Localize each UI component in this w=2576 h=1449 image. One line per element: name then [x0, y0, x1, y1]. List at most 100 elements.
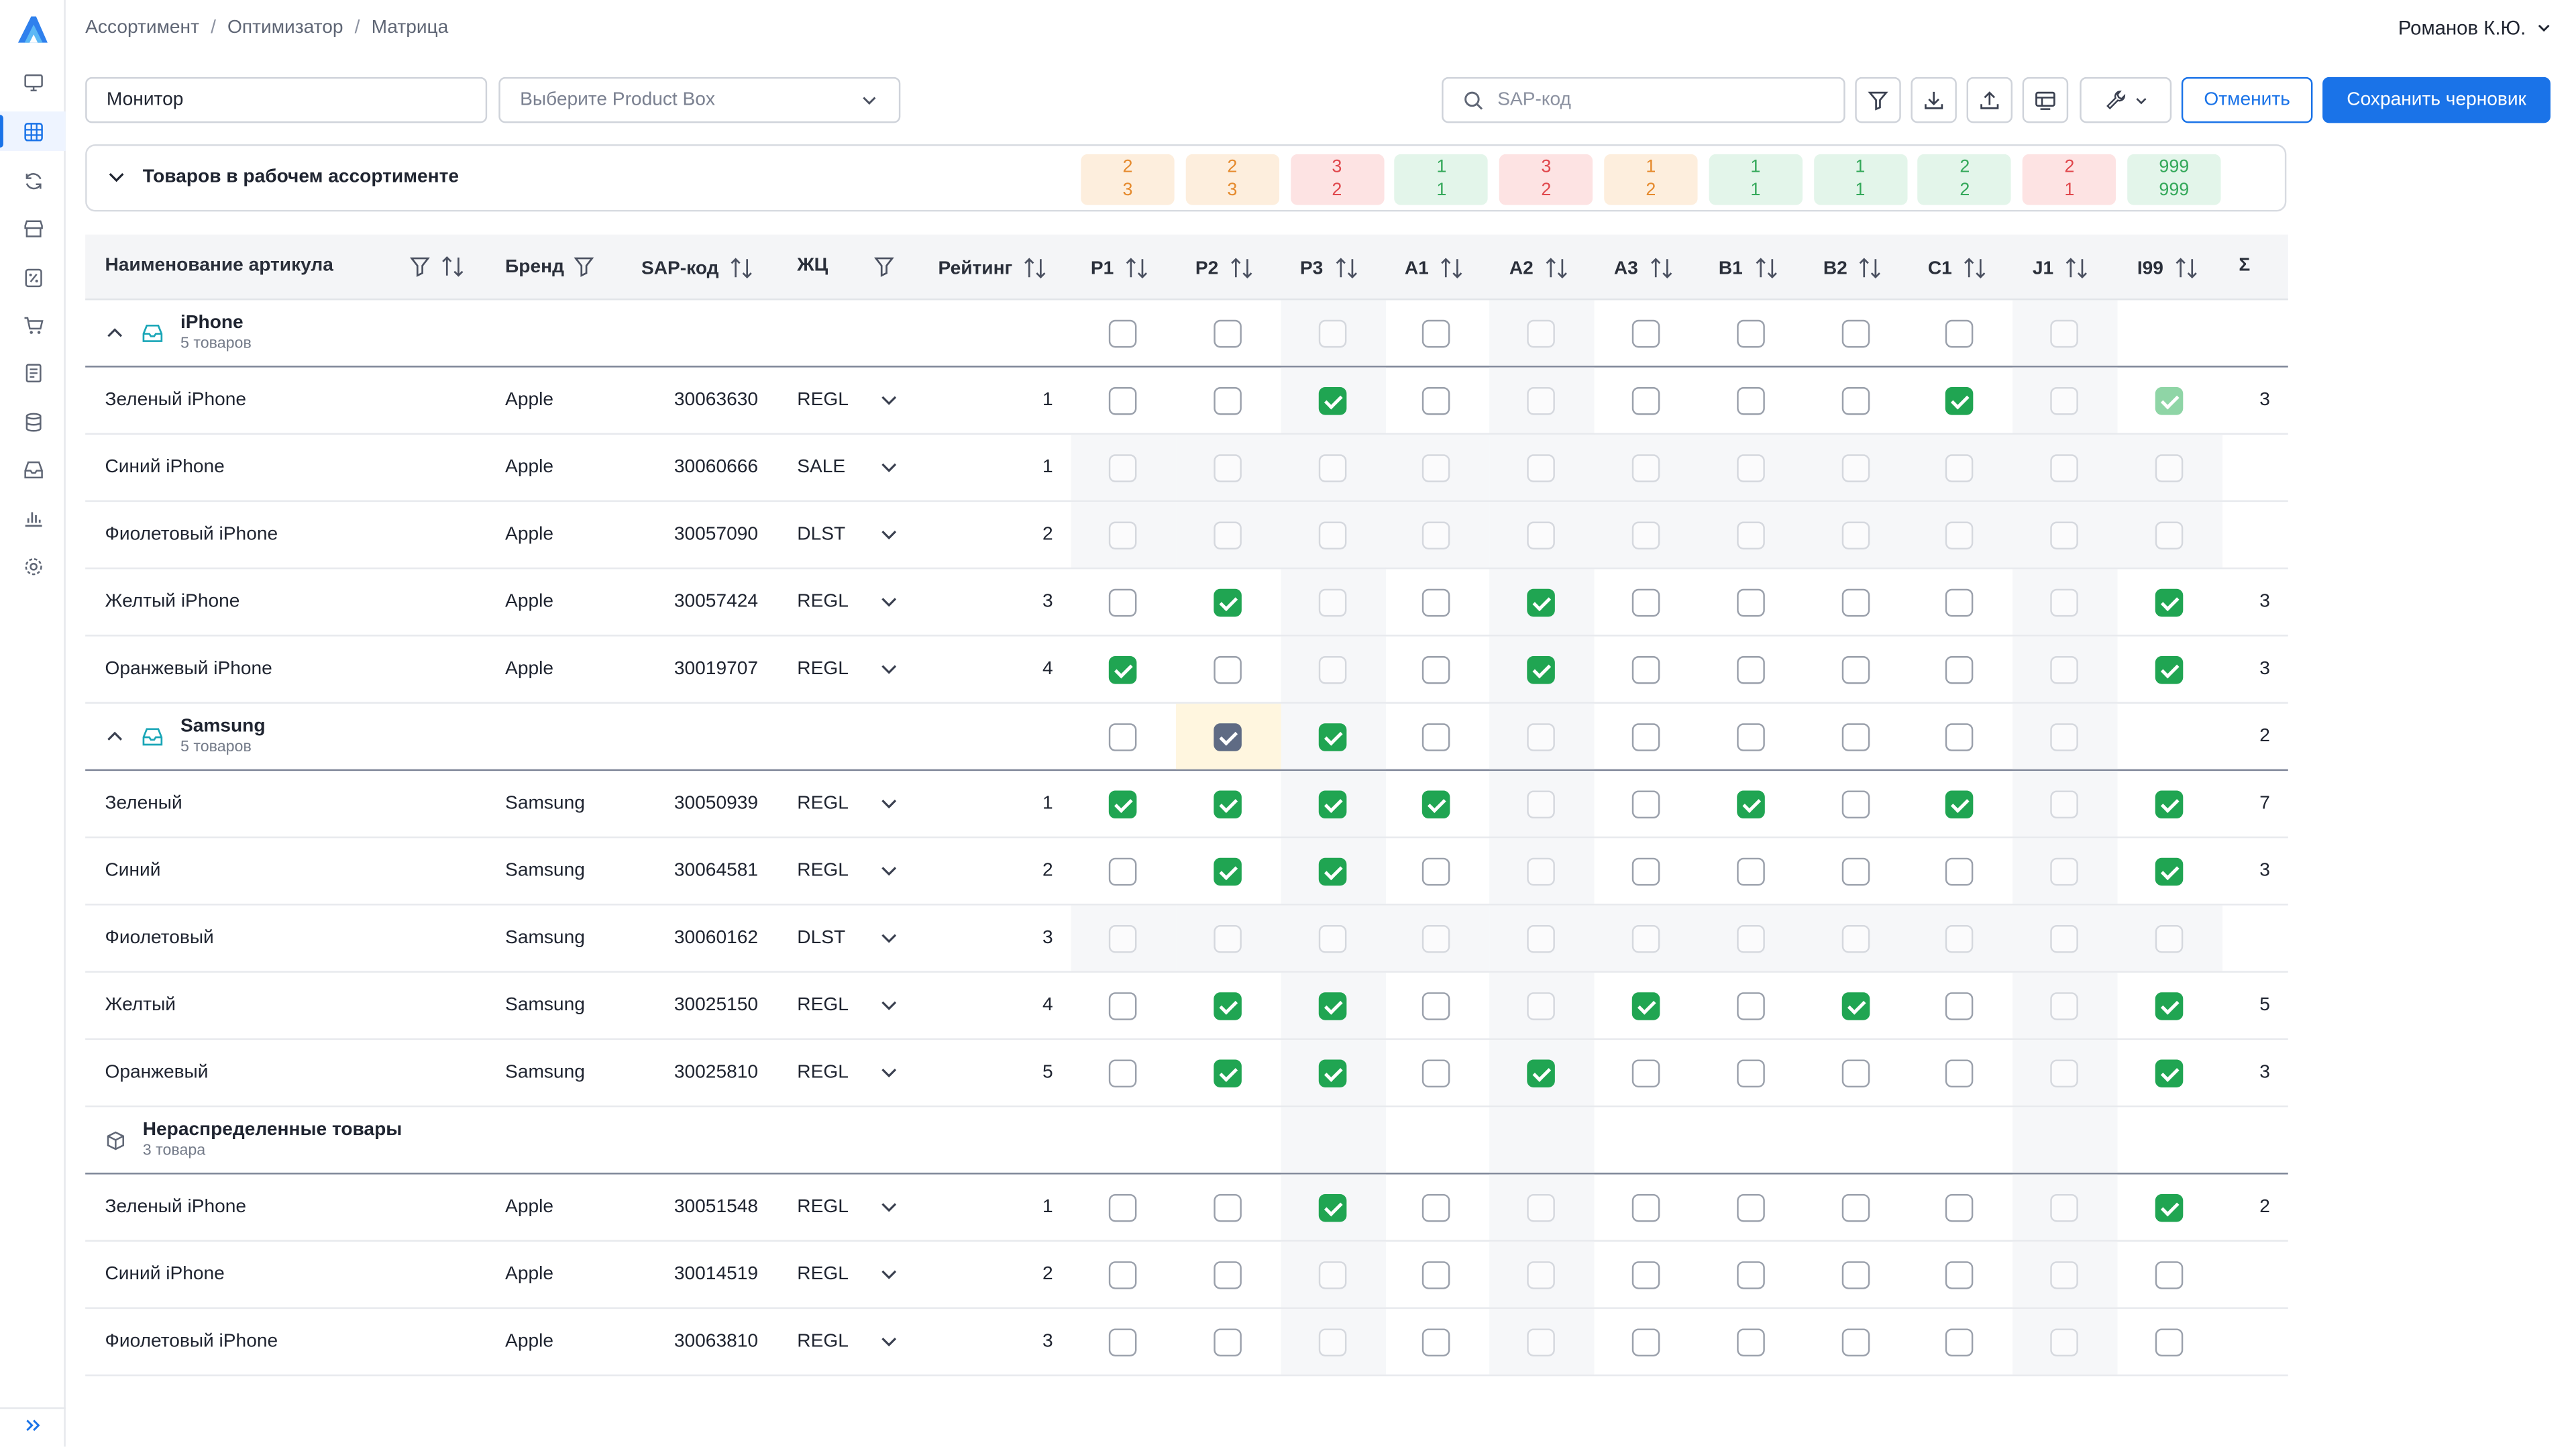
lifecycle-dropdown[interactable]	[879, 838, 899, 904]
checkbox-a1[interactable]	[1422, 1059, 1451, 1088]
breadcrumb-item-assortment[interactable]: Ассортимент	[85, 17, 199, 38]
checkbox-p1[interactable]	[1108, 1059, 1137, 1088]
checkbox-a3[interactable]	[1631, 1059, 1660, 1088]
checkbox-a3[interactable]	[1631, 790, 1660, 819]
lifecycle-dropdown[interactable]	[879, 1242, 899, 1307]
checkbox-a3[interactable]	[1631, 387, 1660, 415]
checkbox-a1[interactable]	[1422, 656, 1451, 684]
checkbox-i99[interactable]	[2155, 588, 2184, 617]
checkbox-a3[interactable]	[1631, 656, 1660, 684]
checkbox-a3[interactable]	[1631, 857, 1660, 886]
checkbox-p2[interactable]	[1213, 1261, 1242, 1289]
checkbox-i99[interactable]	[2155, 1193, 2184, 1222]
checkbox-b2[interactable]	[1841, 656, 1870, 684]
checkbox-p2[interactable]	[1213, 1328, 1242, 1357]
checkbox-b2[interactable]	[1841, 387, 1870, 415]
lifecycle-dropdown[interactable]	[879, 637, 899, 702]
checkbox-p1[interactable]	[1108, 387, 1137, 415]
checkbox-i99[interactable]	[2155, 1059, 2184, 1088]
chevron-down-icon[interactable]	[879, 996, 899, 1015]
sort-icon[interactable]	[439, 254, 466, 279]
checkbox-c1[interactable]	[1945, 656, 1974, 684]
sort-icon[interactable]	[1124, 256, 1150, 280]
checkbox-a2[interactable]	[1527, 1059, 1556, 1088]
checkbox-b1[interactable]	[1736, 790, 1765, 819]
checkbox-p3[interactable]	[1318, 1193, 1346, 1222]
checkbox-p3[interactable]	[1318, 1059, 1346, 1088]
checkbox-a1[interactable]	[1422, 992, 1451, 1020]
checkbox-a1[interactable]	[1422, 1261, 1451, 1289]
sort-icon[interactable]	[2063, 256, 2090, 280]
checkbox-c1[interactable]	[1945, 857, 1974, 886]
sort-icon[interactable]	[1438, 256, 1464, 280]
sort-icon[interactable]	[1648, 256, 1674, 280]
sidebar-item-documents[interactable]	[0, 353, 66, 392]
checkbox-p3[interactable]	[1318, 790, 1346, 819]
checkbox-p2[interactable]	[1213, 1193, 1242, 1222]
checkbox-p1[interactable]	[1108, 319, 1137, 348]
sidebar-item-inbox[interactable]	[0, 449, 66, 489]
checkbox-c1[interactable]	[1945, 319, 1974, 348]
checkbox-b2[interactable]	[1841, 1059, 1870, 1088]
download-button[interactable]	[1911, 76, 1957, 123]
checkbox-a1[interactable]	[1422, 387, 1451, 415]
checkbox-a3[interactable]	[1631, 992, 1660, 1020]
checkbox-c1[interactable]	[1945, 723, 1974, 751]
checkbox-a1[interactable]	[1422, 588, 1451, 617]
sort-icon[interactable]	[1228, 256, 1254, 280]
sidebar-item-settings[interactable]	[0, 546, 66, 586]
save-draft-button[interactable]: Сохранить черновик	[2322, 76, 2551, 123]
checkbox-p1[interactable]	[1108, 1328, 1137, 1357]
checkbox-i99[interactable]	[2155, 1328, 2184, 1357]
lifecycle-dropdown[interactable]	[879, 435, 899, 500]
lifecycle-dropdown[interactable]	[879, 1175, 899, 1240]
checkbox-a3[interactable]	[1631, 588, 1660, 617]
checkbox-a2[interactable]	[1527, 588, 1556, 617]
sort-icon[interactable]	[729, 256, 755, 280]
breadcrumb-item-optimizer[interactable]: Оптимизатор	[227, 17, 343, 38]
checkbox-a3[interactable]	[1631, 723, 1660, 751]
checkbox-a1[interactable]	[1422, 1193, 1451, 1222]
checkbox-b1[interactable]	[1736, 992, 1765, 1020]
product-box-select[interactable]: Выберите Product Box	[498, 76, 901, 123]
store-input[interactable]: Монитор	[85, 76, 488, 123]
checkbox-i99[interactable]	[2155, 857, 2184, 886]
checkbox-a1[interactable]	[1422, 723, 1451, 751]
checkbox-c1[interactable]	[1945, 387, 1974, 415]
filter-icon[interactable]	[574, 256, 594, 277]
checkbox-b1[interactable]	[1736, 1328, 1765, 1357]
checkbox-p2[interactable]	[1213, 857, 1242, 886]
chevron-down-icon[interactable]	[879, 1332, 899, 1351]
chevron-down-icon[interactable]	[879, 525, 899, 544]
checkbox-a3[interactable]	[1631, 319, 1660, 348]
chevron-down-icon[interactable]	[879, 928, 899, 948]
chevron-down-icon[interactable]	[879, 659, 899, 679]
checkbox-p1[interactable]	[1108, 723, 1137, 751]
sidebar-item-discount[interactable]	[0, 258, 66, 297]
lifecycle-dropdown[interactable]	[879, 368, 899, 433]
checkbox-b2[interactable]	[1841, 1193, 1870, 1222]
checkbox-b2[interactable]	[1841, 723, 1870, 751]
checkbox-c1[interactable]	[1945, 1193, 1974, 1222]
checkbox-p3[interactable]	[1318, 723, 1346, 751]
checkbox-b1[interactable]	[1736, 319, 1765, 348]
sidebar-item-cart[interactable]	[0, 305, 66, 345]
tools-dropdown-button[interactable]	[2080, 76, 2172, 123]
checkbox-b1[interactable]	[1736, 1261, 1765, 1289]
checkbox-b2[interactable]	[1841, 857, 1870, 886]
layout-button[interactable]	[2022, 76, 2069, 123]
checkbox-p2[interactable]	[1213, 319, 1242, 348]
checkbox-i99[interactable]	[2155, 656, 2184, 684]
sort-icon[interactable]	[1022, 256, 1049, 280]
chevron-down-icon[interactable]	[879, 592, 899, 612]
search-input[interactable]: SAP-код	[1442, 76, 1845, 123]
chevron-down-icon[interactable]	[879, 390, 899, 410]
checkbox-b2[interactable]	[1841, 992, 1870, 1020]
checkbox-p3[interactable]	[1318, 857, 1346, 886]
checkbox-a1[interactable]	[1422, 790, 1451, 819]
checkbox-p2[interactable]	[1213, 1059, 1242, 1088]
checkbox-p2[interactable]	[1213, 588, 1242, 617]
checkbox-a1[interactable]	[1422, 319, 1451, 348]
checkbox-c1[interactable]	[1945, 1328, 1974, 1357]
sidebar-item-database[interactable]	[0, 402, 66, 441]
